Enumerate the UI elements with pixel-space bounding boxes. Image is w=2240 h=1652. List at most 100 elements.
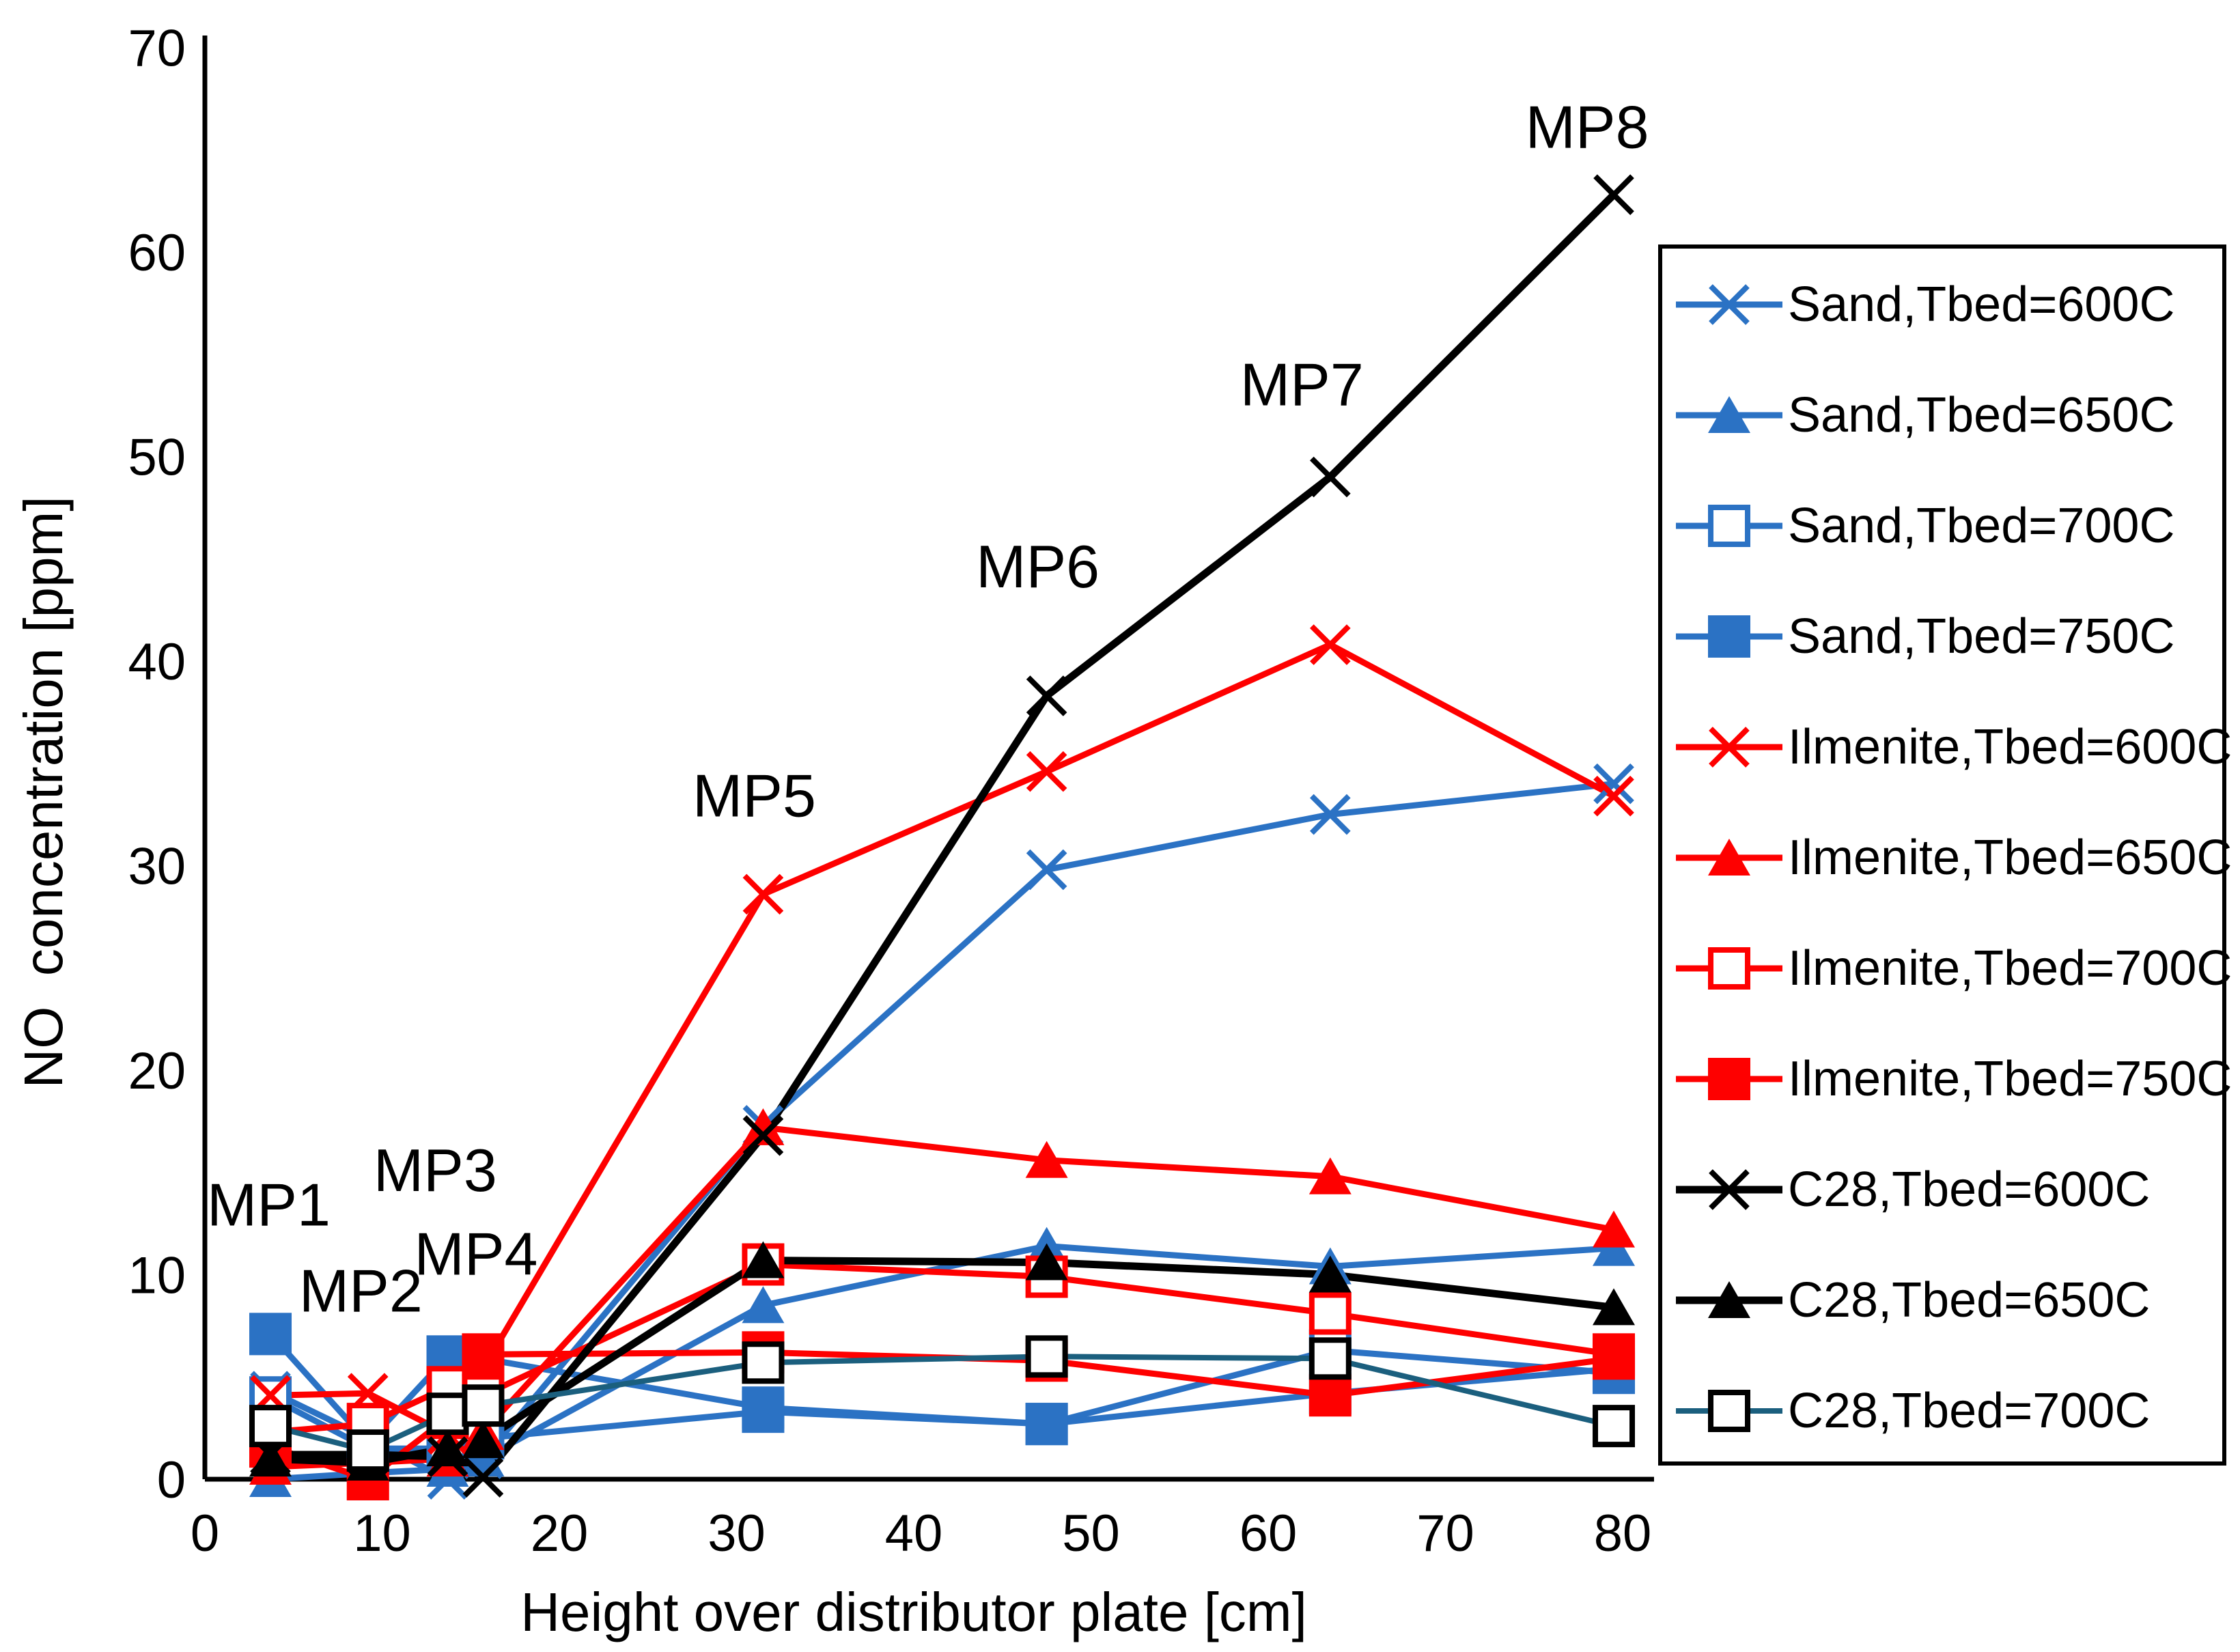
x-marker-icon (742, 873, 784, 915)
legend-item: Ilmenite,Tbed=600C (1675, 710, 2232, 785)
open-square-marker-icon (462, 1384, 505, 1427)
triangle-marker-icon (1025, 1243, 1068, 1280)
triangle-marker-icon (1025, 1140, 1068, 1178)
y-tick-label: 30 (128, 838, 186, 896)
open-square-marker-icon (1708, 505, 1750, 547)
triangle-marker-icon (1708, 839, 1750, 876)
y-tick-label: 70 (128, 20, 186, 78)
open-square-marker-icon (1708, 1390, 1750, 1432)
x-marker-icon (1309, 624, 1351, 665)
x-tick-label: 80 (1594, 1504, 1652, 1563)
open-square-marker-icon (742, 1341, 785, 1384)
open-square-marker-icon (426, 1392, 469, 1436)
y-axis-title-text: NO concentration [ppm] (13, 496, 74, 1089)
y-tick-label: 20 (128, 1042, 186, 1100)
annotation-label: MP5 (692, 762, 816, 830)
triangle-marker-icon (1308, 1255, 1352, 1293)
legend-item-label: Ilmenite,Tbed=650C (1788, 830, 2232, 885)
x-marker-icon (1709, 727, 1750, 768)
legend-item-label: Sand,Tbed=600C (1788, 277, 2175, 332)
x-tick-label: 40 (885, 1504, 943, 1563)
legend-item-label: C28,Tbed=600C (1788, 1162, 2151, 1217)
annotation-label: MP1 (207, 1171, 331, 1239)
open-square-marker-icon (346, 1429, 389, 1472)
x-tick-label: 60 (1240, 1504, 1298, 1563)
triangle-marker-icon (1593, 1288, 1636, 1326)
x-tick-label: 0 (191, 1504, 219, 1563)
legend-item: Ilmenite,Tbed=650C (1675, 820, 2232, 895)
legend-item: Sand,Tbed=650C (1675, 378, 2174, 453)
y-tick-label: 60 (128, 224, 186, 282)
filled-square-marker-icon (1708, 615, 1750, 658)
legend-item: Sand,Tbed=750C (1675, 599, 2174, 674)
triangle-marker-icon (249, 1440, 292, 1477)
triangle-marker-icon (742, 1286, 785, 1324)
legend-item: Ilmenite,Tbed=750C (1675, 1041, 2232, 1117)
annotation-label: MP3 (374, 1136, 497, 1204)
legend-item-label: C28,Tbed=700C (1788, 1384, 2151, 1438)
filled-square-marker-icon (1593, 1337, 1636, 1380)
filled-square-marker-icon (1025, 1403, 1068, 1446)
open-square-marker-icon (1308, 1337, 1352, 1380)
triangle-marker-icon (1708, 1281, 1750, 1318)
legend-item: C28,Tbed=600C (1675, 1152, 2150, 1227)
legend-swatch (1676, 727, 1782, 768)
filled-square-marker-icon (249, 1313, 292, 1356)
x-axis-title: Height over distributor plate [cm] (520, 1582, 1307, 1642)
open-square-marker-icon (1708, 947, 1750, 990)
legend-swatch (1676, 839, 1782, 876)
open-square-marker-icon (1593, 1405, 1636, 1448)
filled-square-marker-icon (742, 1386, 785, 1429)
y-tick-label: 0 (157, 1451, 186, 1509)
legend-item: Sand,Tbed=700C (1675, 488, 2174, 563)
annotation-label: MP7 (1240, 351, 1364, 419)
x-marker-icon (742, 1115, 784, 1156)
x-marker-icon (1709, 1169, 1750, 1210)
legend-item-label: Sand,Tbed=700C (1788, 499, 2175, 553)
open-square-marker-icon (249, 1405, 292, 1448)
legend-item-label: Ilmenite,Tbed=700C (1788, 941, 2232, 996)
legend-swatch (1676, 1281, 1782, 1318)
x-marker-icon (1593, 763, 1634, 804)
filled-square-marker-icon (462, 1333, 505, 1376)
legend-item-label: Sand,Tbed=650C (1788, 388, 2175, 443)
legend-swatch (1676, 1169, 1782, 1210)
triangle-marker-icon (462, 1421, 505, 1459)
y-tick-label: 40 (128, 633, 186, 691)
triangle-marker-icon (1708, 396, 1750, 433)
triangle-marker-icon (426, 1429, 469, 1467)
legend-swatch (1676, 284, 1782, 325)
x-marker-icon (1593, 775, 1634, 817)
x-marker-icon (462, 1457, 504, 1498)
open-square-marker-icon (1308, 1292, 1352, 1335)
x-marker-icon (1026, 849, 1067, 891)
triangle-marker-icon (1593, 1210, 1636, 1248)
legend: Sand,Tbed=600C Sand,Tbed=650C Sand,Tbed=70… (1658, 244, 2232, 1466)
filled-square-marker-icon (1708, 1058, 1750, 1100)
legend-item: C28,Tbed=650C (1675, 1263, 2150, 1338)
legend-item-label: Ilmenite,Tbed=750C (1788, 1052, 2232, 1106)
triangle-marker-icon (742, 1108, 785, 1145)
x-marker-icon (1026, 675, 1067, 716)
triangle-marker-icon (1308, 1157, 1352, 1194)
x-tick-label: 50 (1062, 1504, 1120, 1563)
x-tick-label: 20 (531, 1504, 589, 1563)
legend-item: Ilmenite,Tbed=700C (1675, 931, 2232, 1006)
x-marker-icon (1309, 794, 1351, 835)
legend-item: C28,Tbed=700C (1675, 1373, 2150, 1448)
x-marker-icon (1709, 284, 1750, 325)
legend-item-label: C28,Tbed=650C (1788, 1273, 2151, 1328)
filled-square-marker-icon (1308, 1374, 1352, 1417)
x-marker-icon (1026, 751, 1067, 792)
y-tick-label: 10 (128, 1247, 186, 1305)
legend-swatch (1676, 615, 1782, 658)
x-tick-label: 70 (1416, 1504, 1474, 1563)
legend-swatch (1676, 505, 1782, 547)
annotation-label: MP8 (1526, 93, 1649, 160)
x-marker-icon (1309, 456, 1351, 498)
legend-swatch (1676, 396, 1782, 433)
legend-item-label: Sand,Tbed=750C (1788, 609, 2175, 664)
annotation-label: MP6 (976, 533, 1100, 600)
